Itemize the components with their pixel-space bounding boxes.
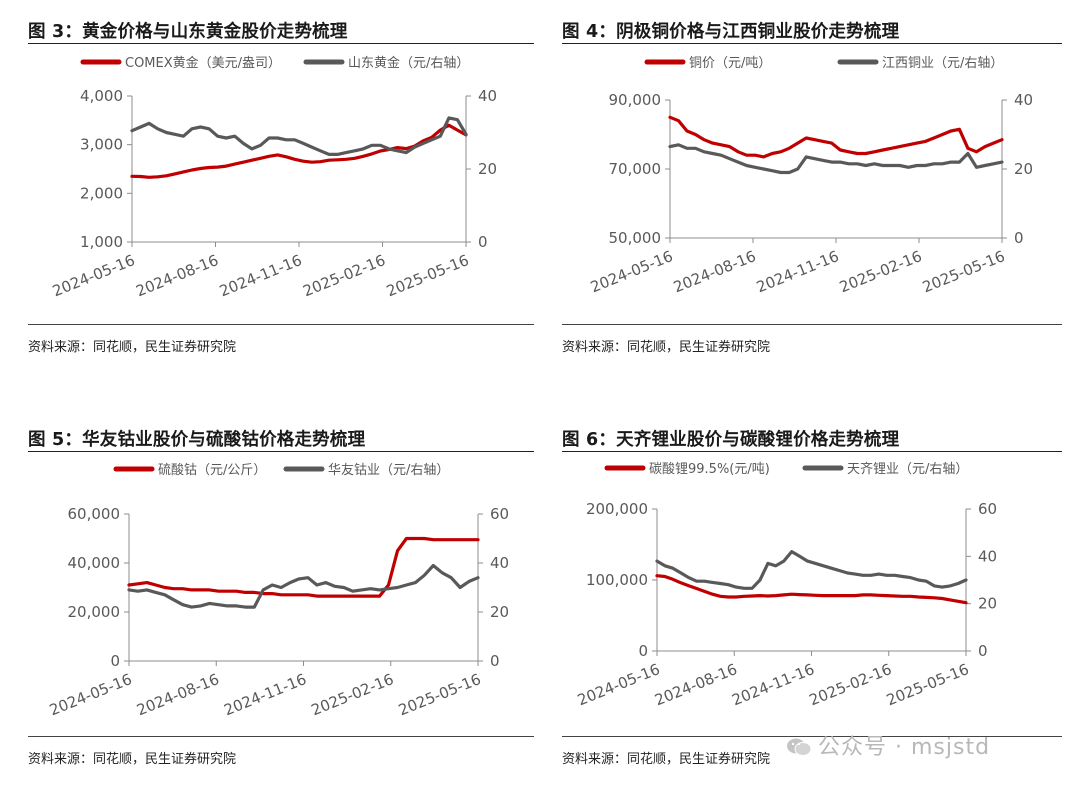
chart-title: 图 6：天齐锂业股价与碳酸锂价格走势梳理 [562, 430, 900, 450]
chart-gold-shandong: 1,0002,0003,0004,000020402024-05-162024-… [50, 55, 497, 300]
chart-panel-copper: 图 4：阴极铜价格与江西铜业股价走势梳理 50,000 70,000 90,000 0… [562, 18, 1062, 363]
x-tick-label: 2024-11-16 [221, 670, 309, 719]
left-tick-label: 0 [110, 652, 120, 670]
series-line-1 [130, 116, 468, 157]
left-tick-label: 4,000 [80, 87, 123, 105]
left-tick-label: 2,000 [80, 184, 123, 202]
x-tick-label: 2024-08-16 [133, 251, 221, 300]
x-tick-label: 2024-11-16 [729, 660, 817, 709]
x-tick-label: 2025-05-16 [396, 670, 484, 719]
left-tick-label: 0 [638, 642, 648, 660]
series-line-0 [127, 536, 480, 598]
x-tick-label: 2025-05-16 [384, 251, 472, 300]
chart-panel-lithium: 图 6：天齐锂业股价与碳酸锂价格走势梳理 0 100,000 200,000 0 20 4… [562, 426, 1062, 771]
left-tick-label: 20,000 [68, 603, 121, 621]
series-line-0 [668, 115, 1004, 159]
left-tick-label: 90,000 [609, 91, 662, 109]
x-tick-label: 2025-02-16 [309, 670, 397, 719]
series-line-0 [130, 123, 468, 179]
x-tick-label: 2024-11-16 [217, 251, 305, 300]
x-tick-label: 2025-02-16 [837, 247, 925, 296]
right-tick-label: 0 [490, 652, 500, 670]
right-tick-label: 40 [490, 554, 509, 572]
legend-label: 江西铜业（元/右轴） [882, 56, 1003, 71]
left-tick-label: 1,000 [80, 233, 123, 251]
right-tick-label: 20 [490, 603, 509, 621]
title-rule [28, 451, 534, 452]
chart-title: 图 3：黄金价格与山东黄金股价走势梳理 [28, 22, 348, 42]
title-rule [562, 43, 1062, 44]
chart-title: 图 5：华友钴业股价与硫酸钴价格走势梳理 [28, 430, 366, 450]
source-rule [562, 736, 1062, 737]
chart-panel-gold: 图 3：黄金价格与山东黄金股价走势梳理 1,000 2,000 3,000 4,000… [28, 18, 534, 363]
left-tick-label: 200,000 [586, 500, 648, 518]
series-line-0 [655, 574, 968, 605]
x-tick-label: 2024-05-16 [50, 251, 138, 300]
source-rule [28, 324, 534, 325]
title-rule [562, 451, 1062, 452]
series-line-1 [127, 563, 480, 609]
left-tick-label: 3,000 [80, 136, 123, 154]
left-tick-label: 50,000 [609, 229, 662, 247]
legend-label: 天齐锂业（元/右轴） [847, 461, 968, 477]
series-line-1 [655, 549, 968, 590]
legend-label: 华友钴业（元/右轴） [328, 462, 449, 478]
right-tick-label: 0 [978, 642, 988, 660]
chart-panel-cobalt: 图 5：华友钴业股价与硫酸钴价格走势梳理 0 20,000 40,000 60,000… [28, 426, 534, 771]
source-rule [562, 324, 1062, 325]
x-tick-label: 2025-02-16 [807, 660, 895, 709]
x-tick-label: 2024-05-16 [47, 670, 135, 719]
legend-label: 铜价（元/吨） [689, 56, 771, 71]
legend-label: 山东黄金（元/右轴） [348, 55, 469, 71]
source-note: 资料来源：同花顺，民生证券研究院 [562, 752, 771, 767]
chart-lithium-tianqi: 0 100,000 200,000 0 20 40 60 2024-05-162024-08-… [575, 461, 997, 709]
right-tick-label: 40 [1014, 91, 1033, 109]
watermark: 公众号 · msjstd [786, 729, 990, 761]
left-tick-label: 70,000 [609, 160, 662, 178]
series-line-1 [668, 143, 1004, 175]
x-tick-label: 2025-05-16 [920, 247, 1008, 296]
x-tick-label: 2024-05-16 [588, 247, 676, 296]
legend-label: 硫酸钴（元/公斤） [158, 463, 266, 478]
x-tick-label: 2024-08-16 [652, 660, 740, 709]
right-tick-label: 20 [1014, 160, 1033, 178]
right-tick-label: 0 [1014, 229, 1024, 247]
right-tick-label: 60 [490, 505, 509, 523]
left-tick-label: 40,000 [68, 554, 121, 572]
x-tick-label: 2024-11-16 [754, 247, 842, 296]
x-tick-label: 2024-08-16 [134, 670, 222, 719]
source-note: 资料来源：同花顺，民生证券研究院 [562, 340, 771, 355]
right-tick-label: 60 [978, 500, 997, 518]
x-tick-label: 2025-05-16 [884, 660, 972, 709]
legend-label: COMEX黄金（美元/盎司） [125, 55, 281, 71]
source-rule [28, 736, 534, 737]
chart-title: 图 4：阴极铜价格与江西铜业股价走势梳理 [562, 22, 900, 42]
right-tick-label: 20 [978, 595, 997, 613]
title-rule [28, 43, 534, 44]
source-note: 资料来源：同花顺，民生证券研究院 [28, 340, 237, 355]
right-tick-label: 40 [478, 87, 497, 105]
wechat-icon [787, 738, 812, 756]
left-tick-label: 100,000 [586, 571, 648, 589]
x-tick-label: 2024-08-16 [671, 247, 759, 296]
right-tick-label: 20 [478, 160, 497, 178]
legend-label: 碳酸锂99.5%(元/吨) [649, 462, 770, 477]
right-tick-label: 40 [978, 547, 997, 565]
source-note: 资料来源：同花顺，民生证券研究院 [28, 752, 237, 767]
x-tick-label: 2025-02-16 [300, 251, 388, 300]
left-tick-label: 60,000 [68, 505, 121, 523]
right-tick-label: 0 [478, 233, 488, 251]
watermark-text: 公众号 · msjstd [818, 735, 991, 760]
chart-copper-jiangxi: 50,000 70,000 90,000 0 20 40 2024-05-162024-08… [588, 56, 1033, 296]
x-tick-label: 2024-05-16 [575, 660, 663, 709]
